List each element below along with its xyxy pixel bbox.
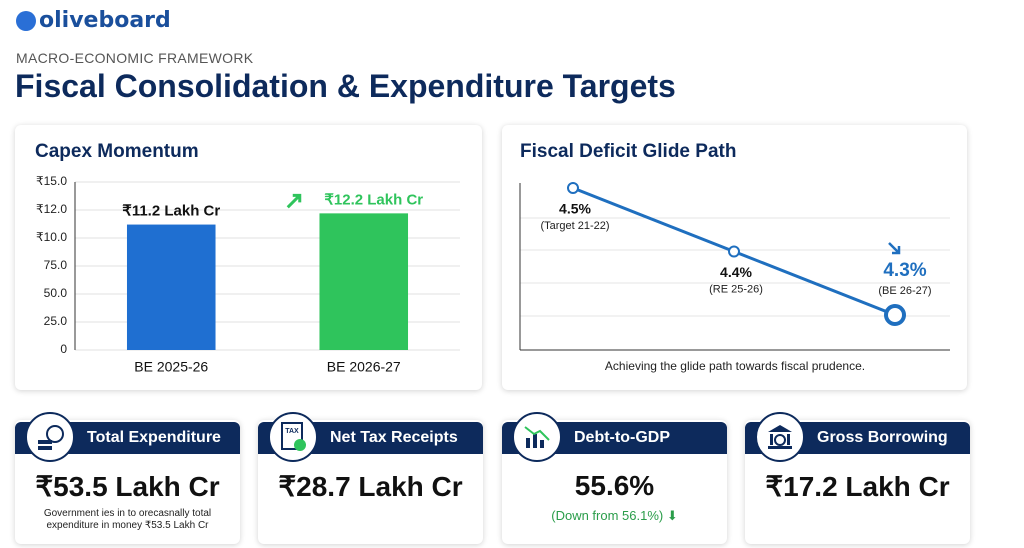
x-tick-label: BE 2025-26 <box>134 359 208 375</box>
value-label: ₹12.2 Lakh Cr <box>324 191 423 208</box>
value-label: ₹11.2 Lakh Cr <box>122 203 220 220</box>
logo-text: oliveboard <box>39 8 171 33</box>
chart-caption: Achieving the glide path towards fiscal … <box>605 359 865 373</box>
card: Total Expenditure ₹53.5 Lakh Cr Governme… <box>15 412 240 544</box>
page-title: Fiscal Consolidation & Expenditure Targe… <box>15 68 676 104</box>
y-tick-label: ₹12.0 <box>36 202 67 216</box>
chart-title: Capex Momentum <box>35 141 199 162</box>
value-label: 4.4% <box>720 264 752 280</box>
y-tick-label: ₹10.0 <box>36 230 67 244</box>
point <box>567 182 579 194</box>
card: Gross Borrowing ₹17.2 Lakh Cr <box>745 412 970 544</box>
y-tick-label: 25.0 <box>44 314 68 328</box>
card: Net Tax Receipts TAX ₹28.7 Lakh Cr <box>258 412 483 544</box>
point <box>728 245 740 258</box>
x-tick-label: BE 2026-27 <box>327 359 401 375</box>
card-note: (Down from 56.1%) ⬇ <box>551 508 678 523</box>
icon <box>512 412 562 462</box>
panel <box>502 125 967 390</box>
y-tick-label: 50.0 <box>44 286 68 300</box>
category-label: (Target 21-22) <box>540 220 609 232</box>
card-note: Government ies in to orecasnally total e… <box>43 508 212 531</box>
logo: oliveboard <box>16 8 171 33</box>
y-tick-label: 0 <box>60 342 67 356</box>
card-value: ₹53.5 Lakh Cr <box>35 471 220 502</box>
bar <box>126 224 216 350</box>
category-label: (BE 26-27) <box>878 285 931 297</box>
trend-arrow <box>888 242 901 255</box>
charts: Capex Momentum Fiscal Deficit Glide Path… <box>35 141 950 375</box>
value-label: 4.5% <box>559 201 591 217</box>
chart-title: Fiscal Deficit Glide Path <box>520 141 736 162</box>
icon: TAX <box>268 412 318 462</box>
card-value: ₹17.2 Lakh Cr <box>765 471 950 502</box>
icon <box>755 412 805 462</box>
card-note-text: (Down from 56.1%) <box>551 508 664 523</box>
y-tick-label: 75.0 <box>44 258 68 272</box>
card: Debt-to-GDP 55.6% (Down from 56.1%) ⬇ <box>502 412 727 544</box>
card-value: ₹28.7 Lakh Cr <box>278 471 463 502</box>
bar <box>319 213 409 350</box>
icon <box>25 412 75 462</box>
point <box>884 304 906 326</box>
value-label: 4.3% <box>883 260 926 281</box>
card-value: 55.6% <box>574 470 655 501</box>
icon-label: TAX <box>285 428 299 435</box>
kicker: MACRO-ECONOMIC FRAMEWORK <box>16 50 254 66</box>
y-tick-label: ₹15.0 <box>36 174 67 188</box>
trend-arrow <box>286 193 302 209</box>
category-label: (RE 25-26) <box>709 283 763 295</box>
